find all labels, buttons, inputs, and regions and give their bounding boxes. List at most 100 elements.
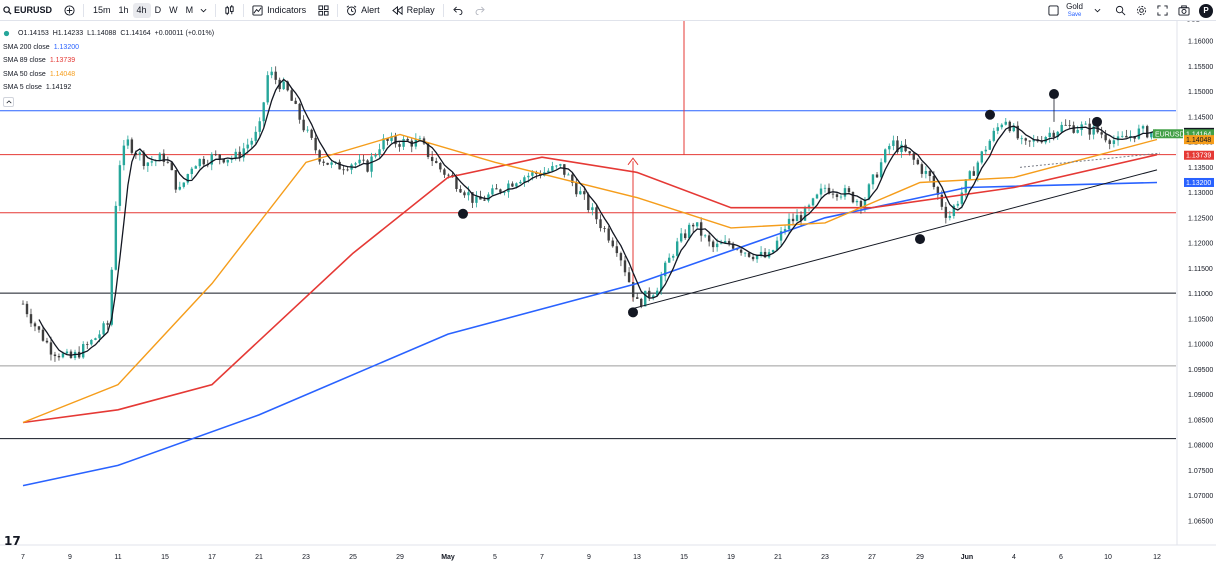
candle-body [21, 303, 25, 305]
candle-body [944, 206, 948, 218]
candle [202, 156, 205, 167]
symbol-name-tag: EURUSD [1153, 129, 1185, 139]
candle-body [695, 222, 699, 227]
interval-m[interactable]: M [185, 5, 194, 15]
candle [1146, 124, 1149, 139]
symbol-search-button[interactable]: EURUSD [0, 0, 55, 21]
alert-button[interactable]: Alert [343, 0, 383, 21]
candle-body [463, 192, 466, 196]
quick-search-button[interactable] [1112, 0, 1129, 21]
interval-dropdown[interactable] [197, 0, 210, 21]
candle [976, 160, 980, 182]
symbol-price-tag: 1.14164 [1184, 129, 1214, 139]
legend-sma200[interactable]: SMA 200 close 1.13200 [3, 41, 218, 55]
chart-type-button[interactable] [221, 0, 238, 21]
candle [258, 117, 261, 137]
legend-collapse-button[interactable] [3, 96, 14, 107]
plan-button[interactable]: Gold Save [1066, 2, 1083, 19]
candles-icon [225, 4, 234, 15]
candle-body [342, 169, 345, 171]
candle-body [290, 90, 293, 101]
candle [82, 341, 85, 359]
plan-dropdown[interactable] [1091, 0, 1104, 21]
candle-body [310, 129, 313, 138]
fullscreen-button[interactable] [1154, 0, 1171, 21]
candle [775, 236, 779, 252]
candle [262, 101, 265, 128]
indicators-button[interactable]: Indicators [249, 0, 309, 21]
time-axis[interactable]: 7 9 11 15 17 21 23 25 29 May 5 7 9 13 15 19 21 23 27 29 Jun 4… [21, 554, 1161, 561]
interval-d[interactable]: D [154, 5, 162, 15]
candle-body [382, 138, 385, 150]
candle-body [266, 75, 269, 103]
candle-body [246, 144, 249, 149]
candle [884, 148, 887, 164]
settings-button[interactable] [1133, 0, 1150, 21]
sma50-price-tag: 1.14048 [1184, 135, 1214, 145]
candle-body [475, 196, 478, 203]
high-value: H1.14233 [52, 30, 84, 37]
interval-1h[interactable]: 1h [118, 5, 129, 15]
price-axis[interactable]: USD1.160001.155001.150001.145001.140001.… [1153, 21, 1214, 526]
candle-body [511, 183, 514, 187]
undo-button[interactable] [449, 0, 466, 21]
candle [739, 247, 743, 256]
candle-body [426, 143, 430, 157]
candle [511, 181, 514, 188]
candle [783, 225, 787, 235]
candle-body [1141, 126, 1145, 129]
candle [491, 184, 494, 196]
candle-body [418, 138, 422, 140]
candle [912, 151, 915, 165]
price-tick: 1.16000 [1188, 39, 1213, 46]
candle-body [936, 186, 940, 195]
snapshot-button[interactable] [1175, 0, 1193, 21]
chart-legend: O1.14153 H1.14233 L1.14088 C1.14164 +0.0… [3, 27, 218, 107]
candle [823, 184, 827, 193]
price-chart[interactable]: USD1.160001.155001.150001.145001.140001.… [0, 21, 1216, 565]
candle [459, 185, 462, 193]
candle [795, 209, 799, 222]
candle [198, 158, 201, 169]
redo-button[interactable] [472, 0, 489, 21]
candle [703, 234, 707, 238]
candle-body [1028, 140, 1031, 142]
layouts-button[interactable] [315, 0, 332, 21]
legend-sma50[interactable]: SMA 50 close 1.14048 [3, 68, 218, 82]
candle [555, 165, 558, 169]
candle-body [146, 162, 150, 166]
candle-body [551, 166, 554, 171]
sma200-value: 1.13200 [53, 43, 80, 51]
candle-body [471, 192, 474, 203]
candle-body [719, 243, 723, 245]
replay-button[interactable]: Replay [389, 0, 438, 21]
legend-sma89[interactable]: SMA 89 close 1.13739 [3, 54, 218, 68]
avatar[interactable]: P [1199, 3, 1213, 18]
candle-body [430, 156, 434, 162]
candle-body [1150, 131, 1153, 138]
candle-body [483, 199, 486, 201]
interval-w[interactable]: W [169, 5, 178, 15]
candle-body [739, 249, 743, 253]
legend-sma5[interactable]: SMA 5 close 1.14192 [3, 81, 218, 95]
interval-4h[interactable]: 4h [132, 2, 151, 18]
candle [318, 149, 321, 165]
candle-body [523, 177, 526, 182]
candle [811, 197, 815, 207]
candle [875, 171, 879, 179]
time-tick: 10 [1104, 554, 1112, 561]
candle-body [198, 158, 201, 167]
candle-body [282, 81, 285, 90]
candle [667, 253, 671, 263]
candle-body [703, 235, 707, 237]
interval-15m[interactable]: 15m [93, 5, 111, 15]
measure-arrow-head [627, 157, 639, 166]
candle-body [326, 162, 329, 165]
candle-body [178, 186, 182, 190]
candle-body [948, 215, 952, 218]
layout-toggle[interactable] [1045, 0, 1062, 21]
candle-body [210, 154, 213, 165]
compare-button[interactable] [61, 0, 78, 21]
chevron-down-icon [1094, 8, 1101, 13]
candle-body [318, 150, 321, 162]
